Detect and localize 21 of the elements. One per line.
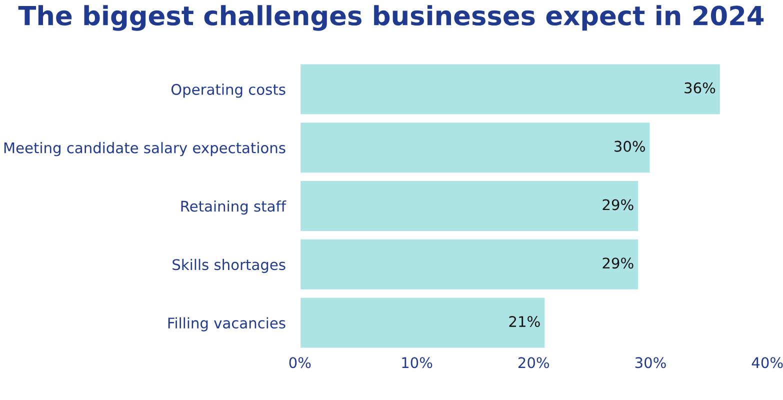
data-label: 21% <box>509 316 540 328</box>
y-tick-label: Operating costs <box>171 84 286 98</box>
chart-title: The biggest challenges businesses expect in 2024 <box>18 5 764 31</box>
x-tick-label: 10% <box>402 357 432 368</box>
y-tick-label: Meeting candidate salary expectations <box>4 142 286 156</box>
data-label: 36% <box>684 82 716 94</box>
x-tick-label: 30% <box>635 357 666 368</box>
bar <box>300 238 640 291</box>
y-tick-label: Skills shortages <box>172 258 286 273</box>
bar <box>300 180 640 232</box>
data-label: 30% <box>614 140 645 152</box>
bar <box>300 121 652 174</box>
y-tick-label: Retaining staff <box>181 200 286 215</box>
bar <box>300 62 722 116</box>
x-tick-label: 20% <box>518 357 550 368</box>
x-tick-label: 40% <box>752 357 783 368</box>
data-label: 29% <box>602 258 634 269</box>
x-tick-label: 0% <box>289 357 311 368</box>
y-tick-label: Filling vacancies <box>168 317 286 332</box>
bar <box>300 296 546 350</box>
data-label: 29% <box>602 199 634 210</box>
